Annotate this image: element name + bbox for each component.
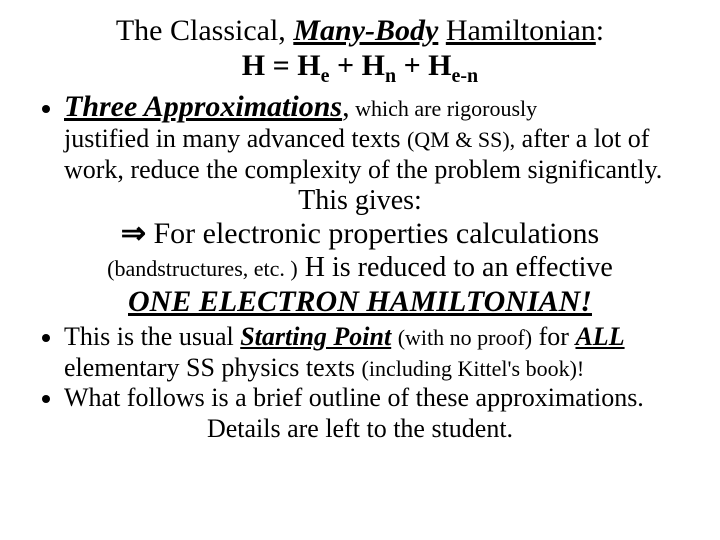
approx-line2b: after a lot of [515,124,649,153]
approx-paren1: (QM & SS), [407,127,515,152]
details-line: Details are left to the student. [30,414,690,445]
one-electron-line: ONE ELECTRON HAMILTONIAN! [30,284,690,320]
eq-plus2: + [396,49,428,82]
sp-c: for [532,322,575,351]
eq-Hen: H [428,49,451,82]
bullet-list-1: Three Approximations, which are rigorous… [30,89,690,124]
approx-line2a: justified in many advanced texts [64,124,407,153]
title-hamiltonian: Hamiltonian [446,14,596,47]
approx-line3: work, reduce the complexity of the probl… [64,155,690,186]
eq-He: H [297,49,320,82]
bullet-list-2: This is the usual Starting Point (with n… [30,322,690,353]
eq-sub-n: n [385,65,396,87]
title-manybody: Many-Body [293,14,438,47]
sp-a: This is the usual [64,322,240,351]
bullet-approximations: Three Approximations, which are rigorous… [64,89,690,124]
bullet-outline: What follows is a brief outline of these… [64,383,690,414]
eq-Hn: H [362,49,385,82]
band-line: (bandstructures, etc. ) H is reduced to … [30,252,690,284]
band-rest: H is reduced to an effective [298,252,613,283]
eq-sub-en: e-n [452,65,479,87]
hamiltonian-equation: H = He + Hn + He-n [30,49,690,87]
title-colon: : [596,14,604,47]
approx-tail1: which are rigorously [350,96,538,121]
band-paren: (bandstructures, etc. ) [107,256,298,281]
eq-H: H [242,49,265,82]
outline-text: What follows is a brief outline of these… [64,383,644,412]
arrow-icon: ⇒ [121,217,146,250]
approx-head: Three Approximations [64,90,342,123]
eq-eq: = [265,49,297,82]
approx-line2: justified in many advanced texts (QM & S… [64,124,690,155]
sp-line2: elementary SS physics texts (including K… [64,353,690,384]
sp-paren2: (including Kittel's book)! [362,356,585,381]
sp-paren: (with no proof) [398,325,532,350]
arrow-line: ⇒ For electronic properties calculations [30,217,690,252]
eq-plus1: + [329,49,361,82]
slide-title: The Classical, Many-Body Hamiltonian: [30,14,690,49]
title-pre: The Classical, [116,14,293,47]
sp-start: Starting Point [240,322,391,351]
arrow-text: For electronic properties calculations [146,217,599,250]
sp-line2a: elementary SS physics texts [64,353,362,382]
this-gives: This gives: [30,185,690,217]
bullet-starting-point: This is the usual Starting Point (with n… [64,322,690,353]
title-space [438,14,446,47]
approx-line3-text: work, reduce the complexity of the probl… [64,155,662,184]
bullet-list-3: What follows is a brief outline of these… [30,383,690,414]
sp-all: ALL [575,322,624,351]
approx-comma: , [342,90,350,123]
